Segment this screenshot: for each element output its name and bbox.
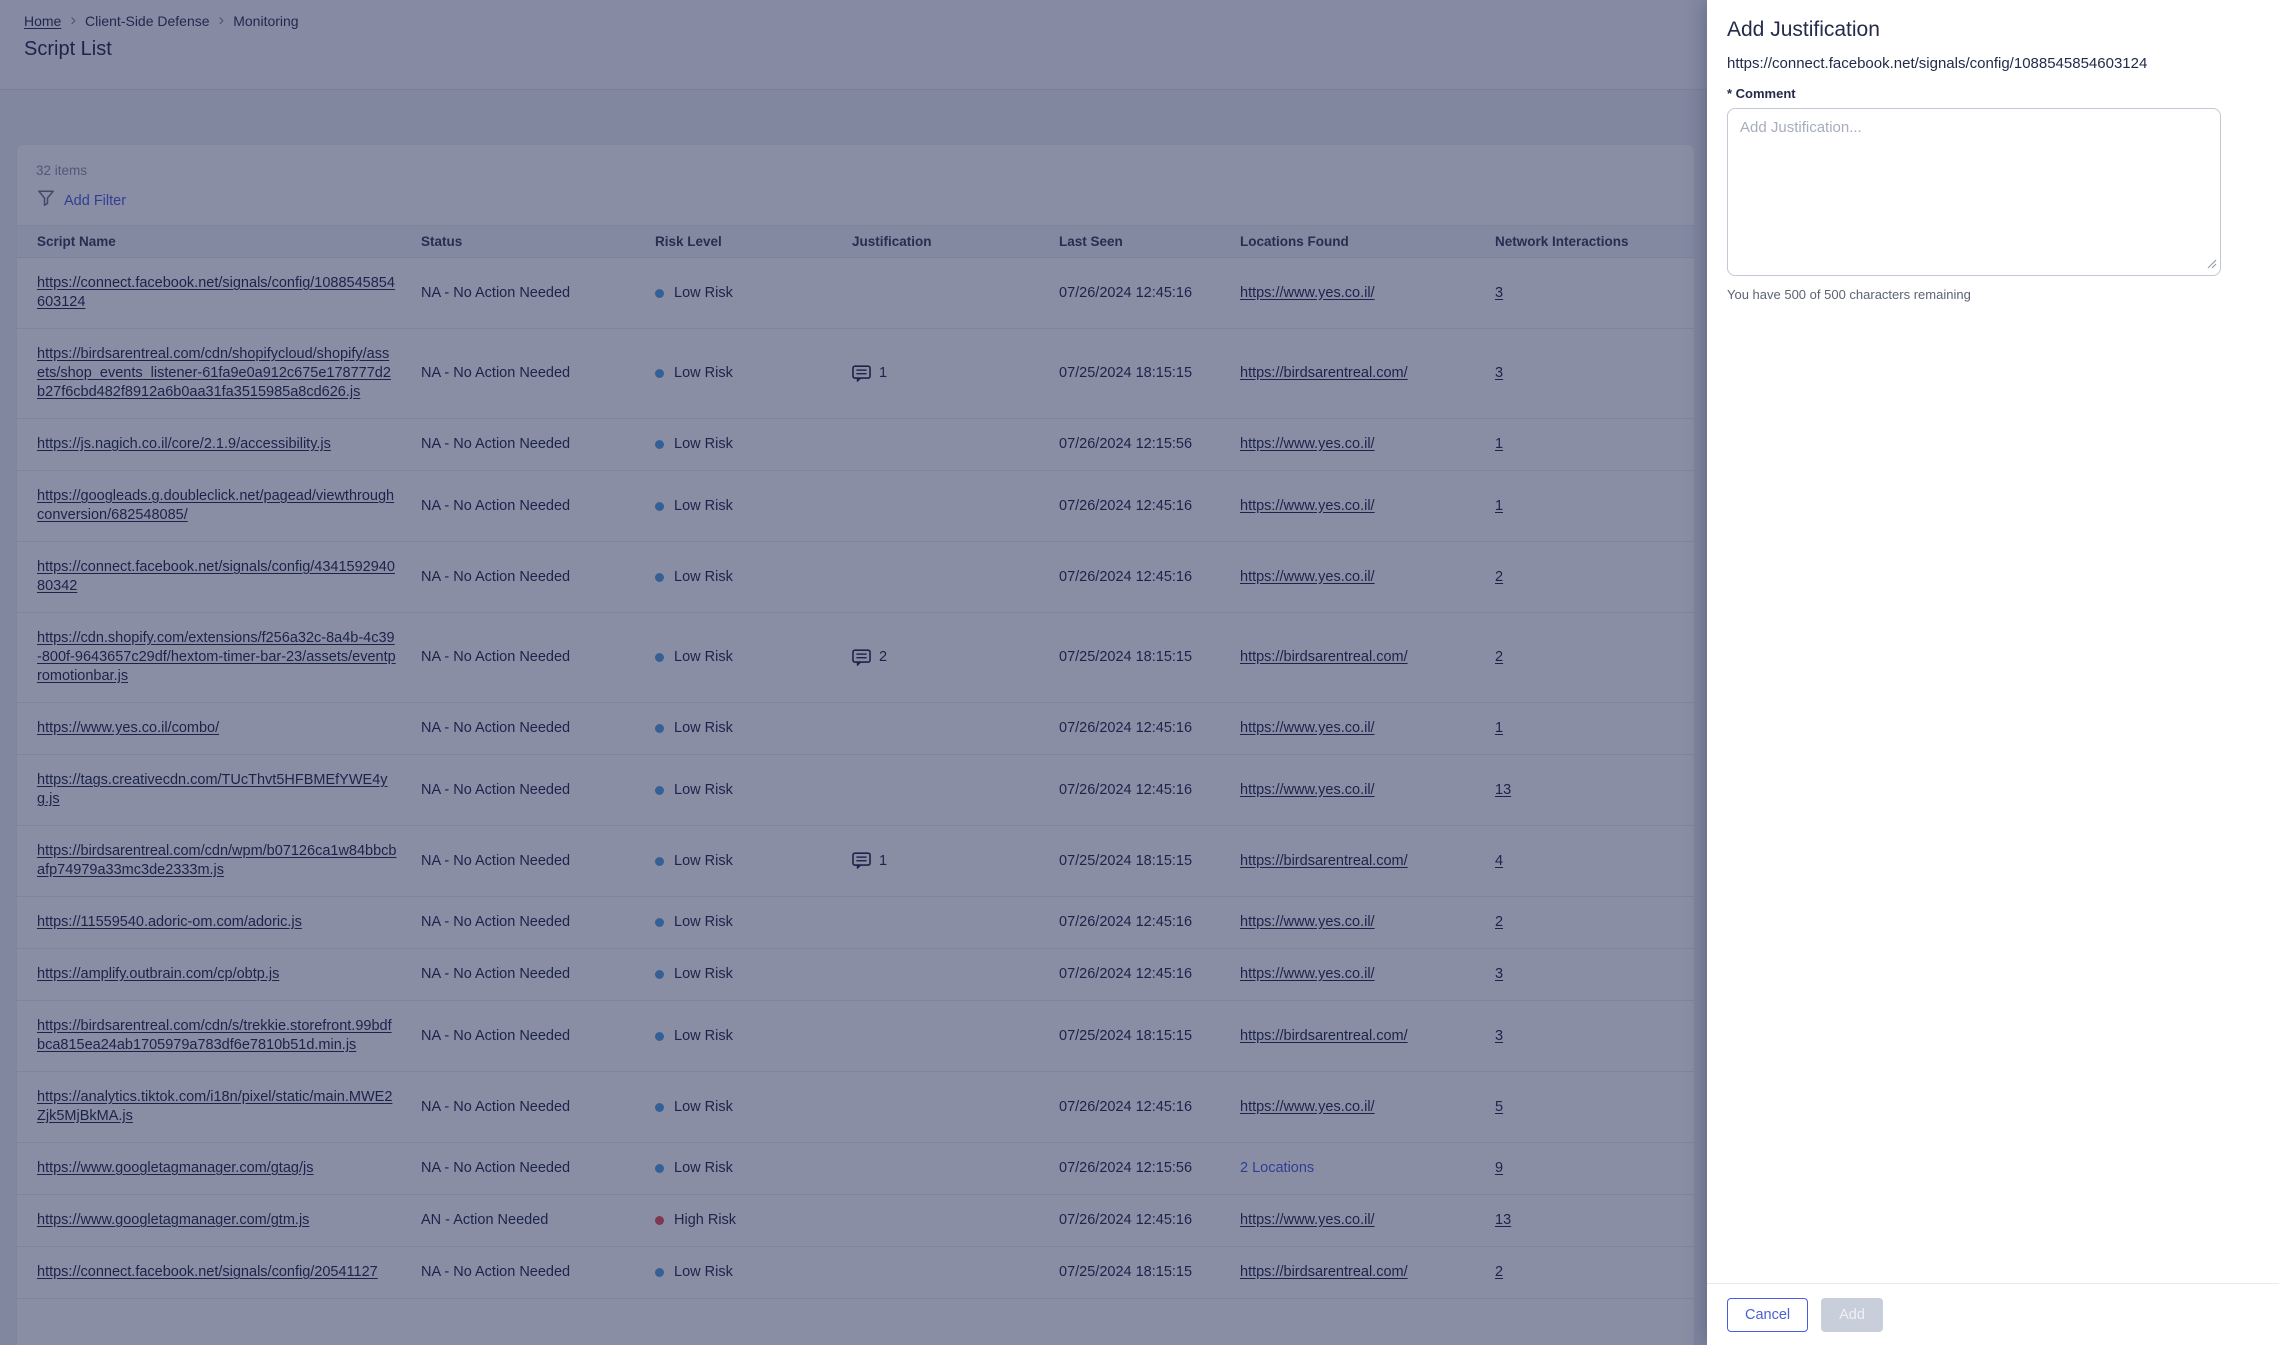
add-button[interactable]: Add xyxy=(1821,1298,1883,1332)
comment-label: * Comment xyxy=(1727,86,1796,101)
panel-footer: Cancel Add xyxy=(1707,1283,2279,1345)
add-justification-panel: Add Justification https://connect.facebo… xyxy=(1707,0,2279,1345)
panel-title: Add Justification xyxy=(1727,18,1880,41)
cancel-button[interactable]: Cancel xyxy=(1727,1298,1809,1332)
justification-textarea[interactable] xyxy=(1727,108,2221,276)
character-count: You have 500 of 500 characters remaining xyxy=(1727,287,1971,302)
panel-script-url: https://connect.facebook.net/signals/con… xyxy=(1727,55,2148,72)
